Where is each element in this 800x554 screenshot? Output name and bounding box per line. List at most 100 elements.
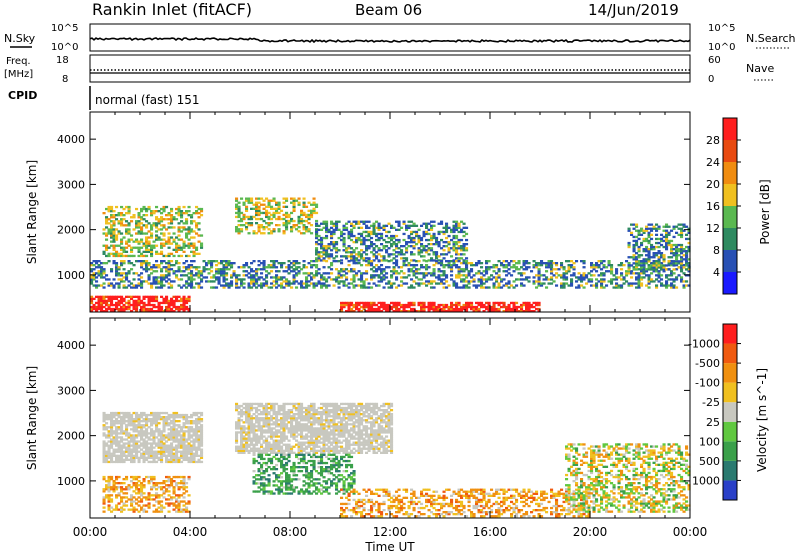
- range-gate-cell: [275, 435, 279, 438]
- range-gate-cell: [350, 251, 354, 254]
- range-gate-cell: [392, 305, 396, 309]
- range-gate-cell: [370, 224, 374, 227]
- range-gate-cell: [237, 411, 241, 414]
- range-gate-cell: [132, 307, 136, 311]
- range-gate-cell: [302, 419, 306, 422]
- range-gate-cell: [160, 207, 164, 211]
- range-gate-cell: [175, 456, 179, 459]
- range-gate-cell: [145, 266, 149, 269]
- range-gate-cell: [120, 272, 124, 275]
- range-gate-cell: [132, 430, 136, 433]
- range-gate-cell: [190, 426, 194, 429]
- range-gate-cell: [417, 310, 421, 313]
- range-gate-cell: [302, 417, 306, 420]
- range-gate-cell: [502, 270, 506, 273]
- range-gate-cell: [592, 266, 596, 269]
- range-gate-cell: [247, 409, 251, 412]
- range-gate-cell: [185, 448, 189, 451]
- range-gate-cell: [165, 440, 169, 443]
- range-gate-cell: [677, 223, 681, 226]
- range-gate-cell: [637, 268, 641, 271]
- range-gate-cell: [540, 262, 544, 265]
- range-gate-cell: [125, 428, 129, 431]
- range-gate-cell: [160, 246, 164, 249]
- range-gate-cell: [195, 282, 199, 285]
- range-gate-cell: [405, 257, 409, 260]
- range-gate-cell: [195, 426, 199, 429]
- range-gate-cell: [477, 310, 481, 313]
- range-gate-cell: [197, 428, 201, 431]
- range-gate-cell: [197, 282, 201, 285]
- range-gate-cell: [110, 284, 114, 287]
- range-gate-cell: [630, 233, 634, 236]
- range-gate-cell: [365, 260, 369, 263]
- range-gate-cell: [562, 282, 566, 285]
- range-gate-cell: [562, 268, 566, 271]
- range-gate-cell: [115, 460, 119, 464]
- range-gate-cell: [107, 295, 111, 298]
- range-gate-cell: [272, 211, 276, 215]
- range-gate-cell: [167, 444, 171, 447]
- range-gate-cell: [282, 421, 286, 424]
- range-gate-cell: [380, 259, 384, 262]
- range-gate-cell: [390, 307, 394, 311]
- range-gate-cell: [567, 260, 571, 263]
- range-gate-cell: [132, 278, 136, 281]
- range-gate-cell: [122, 236, 126, 239]
- range-gate-cell: [275, 260, 279, 263]
- range-gate-cell: [332, 257, 336, 260]
- range-gate-cell: [387, 260, 391, 263]
- range-gate-cell: [192, 438, 196, 441]
- range-gate-cell: [110, 413, 114, 417]
- range-gate-cell: [320, 251, 324, 254]
- range-gate-cell: [390, 286, 394, 289]
- range-gate-cell: [310, 425, 314, 428]
- range-gate-cell: [125, 250, 129, 253]
- range-gate-cell: [92, 297, 96, 300]
- range-gate-cell: [107, 430, 111, 433]
- range-gate-cell: [187, 254, 191, 258]
- range-gate-cell: [350, 224, 354, 227]
- range-gate-cell: [372, 310, 376, 313]
- range-gate-cell: [455, 249, 459, 252]
- range-gate-cell: [167, 448, 171, 451]
- range-gate-cell: [460, 220, 464, 223]
- range-gate-cell: [132, 434, 136, 437]
- range-gate-cell: [345, 272, 349, 275]
- range-gate-cell: [402, 257, 406, 260]
- range-gate-cell: [270, 415, 274, 418]
- range-gate-cell: [115, 305, 119, 309]
- range-gate-cell: [102, 268, 106, 271]
- range-gate-cell: [495, 278, 499, 281]
- range-gate-cell: [660, 278, 664, 281]
- range-gate-cell: [357, 226, 361, 229]
- range-gate-cell: [325, 245, 329, 248]
- range-gate-cell: [177, 413, 181, 417]
- range-gate-cell: [277, 217, 281, 221]
- range-gate-cell: [120, 426, 124, 429]
- range-gate-cell: [460, 238, 464, 242]
- range-gate-cell: [517, 262, 521, 265]
- range-gate-cell: [415, 268, 419, 271]
- range-gate-cell: [527, 305, 531, 309]
- range-gate-cell: [395, 270, 399, 273]
- range-gate-cell: [552, 268, 556, 271]
- range-gate-cell: [292, 406, 296, 410]
- range-gate-cell: [97, 303, 101, 307]
- range-gate-cell: [282, 417, 286, 420]
- range-gate-cell: [137, 424, 141, 427]
- range-gate-cell: [257, 224, 261, 227]
- range-gate-cell: [272, 445, 276, 448]
- range-gate-cell: [267, 266, 271, 269]
- range-gate-cell: [620, 286, 624, 289]
- range-gate-cell: [300, 431, 304, 434]
- range-gate-cell: [167, 301, 171, 305]
- range-gate-cell: [247, 425, 251, 428]
- range-gate-cell: [592, 284, 596, 287]
- range-gate-cell: [390, 226, 394, 229]
- range-gate-cell: [470, 303, 474, 307]
- range-gate-cell: [182, 307, 186, 311]
- range-gate-cell: [667, 241, 671, 245]
- range-gate-cell: [457, 268, 461, 271]
- range-gate-cell: [192, 434, 196, 437]
